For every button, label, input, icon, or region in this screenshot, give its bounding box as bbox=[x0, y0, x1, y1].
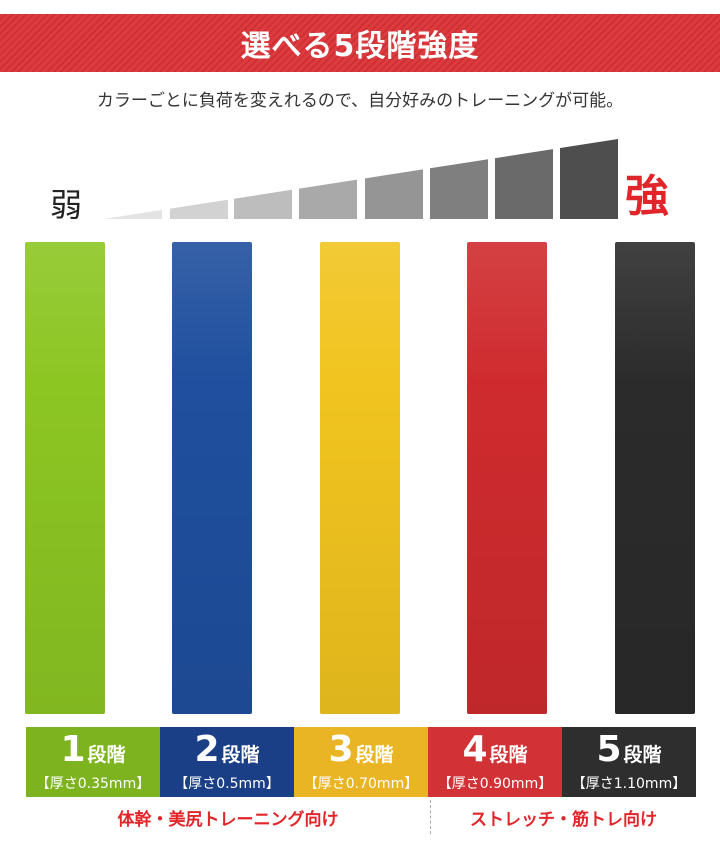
meter-step-2 bbox=[170, 130, 228, 220]
level-number: 2 bbox=[194, 732, 219, 768]
band-level-3 bbox=[320, 242, 400, 714]
meter-step-8 bbox=[560, 130, 618, 220]
band-level-5 bbox=[615, 242, 695, 714]
band-level-4 bbox=[467, 242, 547, 714]
level-unit: 段階 bbox=[490, 746, 528, 765]
level-tile-1: 1 段階 【厚さ0.35mm】 bbox=[26, 727, 160, 797]
meter-step-1 bbox=[104, 130, 162, 220]
level-thickness: 【厚さ1.10mm】 bbox=[572, 773, 686, 793]
level-tile-2: 2 段階 【厚さ0.5mm】 bbox=[160, 727, 294, 797]
band-level-2 bbox=[172, 242, 252, 714]
level-thickness: 【厚さ0.35mm】 bbox=[36, 773, 150, 793]
meter-step-3 bbox=[234, 130, 292, 220]
level-thickness: 【厚さ0.70mm】 bbox=[304, 773, 418, 793]
level-unit: 段階 bbox=[624, 746, 662, 765]
level-unit: 段階 bbox=[88, 746, 126, 765]
level-tiles: 1 段階 【厚さ0.35mm】 2 段階 【厚さ0.5mm】 3 段階 【厚さ0… bbox=[26, 727, 696, 797]
meter-step-7 bbox=[495, 130, 553, 220]
strong-label: 強 bbox=[625, 160, 669, 224]
meter-step-6 bbox=[430, 130, 488, 220]
intensity-meter bbox=[0, 0, 720, 230]
level-tile-5: 5 段階 【厚さ1.10mm】 bbox=[562, 727, 696, 797]
level-number: 5 bbox=[596, 732, 621, 768]
meter-step-4 bbox=[299, 130, 357, 220]
meter-step-5 bbox=[365, 130, 423, 220]
usage-left: 体幹・美尻トレーニング向け bbox=[26, 800, 430, 834]
level-unit: 段階 bbox=[222, 746, 260, 765]
band-level-1 bbox=[25, 242, 105, 714]
level-number: 1 bbox=[60, 732, 85, 768]
level-unit: 段階 bbox=[356, 746, 394, 765]
level-number: 3 bbox=[328, 732, 353, 768]
level-thickness: 【厚さ0.90mm】 bbox=[438, 773, 552, 793]
level-tile-3: 3 段階 【厚さ0.70mm】 bbox=[294, 727, 428, 797]
level-thickness: 【厚さ0.5mm】 bbox=[174, 773, 280, 793]
usage-right: ストレッチ・筋トレ向け bbox=[431, 800, 696, 834]
level-number: 4 bbox=[462, 732, 487, 768]
level-tile-4: 4 段階 【厚さ0.90mm】 bbox=[428, 727, 562, 797]
